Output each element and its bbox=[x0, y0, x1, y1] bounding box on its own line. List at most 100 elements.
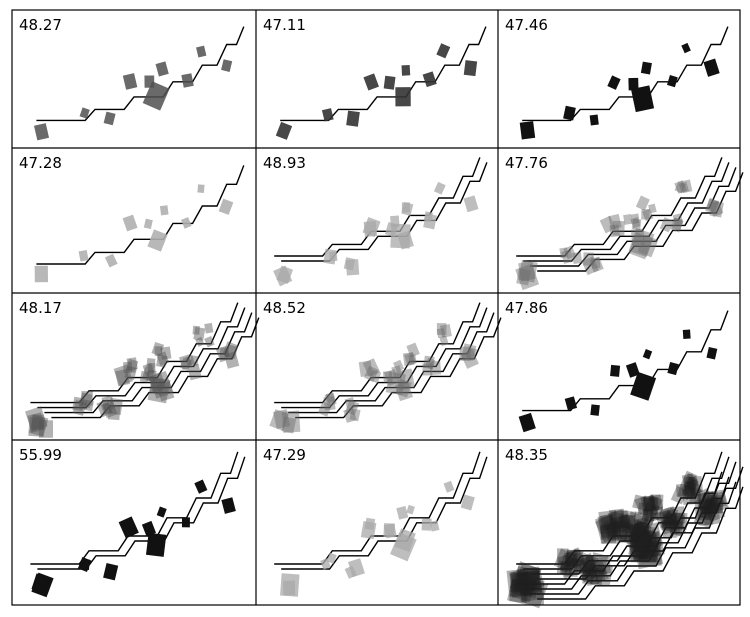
block-mark bbox=[682, 488, 696, 505]
panel-label: 47.76 bbox=[505, 154, 548, 172]
block-mark bbox=[348, 558, 365, 578]
block-mark bbox=[509, 561, 542, 597]
block-mark bbox=[204, 336, 215, 348]
block-mark bbox=[154, 346, 163, 356]
block-mark bbox=[579, 555, 598, 575]
block-mark bbox=[640, 538, 662, 563]
block-mark bbox=[642, 496, 656, 512]
block-mark bbox=[193, 326, 206, 341]
block-mark bbox=[561, 249, 574, 264]
block-mark bbox=[628, 531, 654, 560]
block-mark bbox=[630, 213, 640, 225]
block-mark bbox=[591, 564, 609, 584]
block-mark bbox=[576, 552, 599, 578]
block-mark bbox=[517, 566, 543, 597]
block-mark bbox=[139, 370, 150, 383]
staircase-path bbox=[37, 456, 246, 570]
block-mark bbox=[563, 105, 576, 121]
block-mark bbox=[703, 498, 726, 523]
staircase-path bbox=[280, 26, 487, 122]
block-mark bbox=[187, 363, 202, 381]
block-mark bbox=[599, 215, 616, 234]
block-mark bbox=[678, 181, 690, 194]
block-mark bbox=[643, 496, 657, 512]
block-mark bbox=[631, 520, 648, 538]
block-mark bbox=[369, 369, 382, 384]
block-mark bbox=[669, 519, 684, 536]
block-mark bbox=[609, 224, 621, 238]
block-mark bbox=[660, 506, 678, 526]
panel-label: 48.93 bbox=[263, 154, 306, 172]
block-mark bbox=[159, 205, 169, 216]
block-mark bbox=[189, 355, 199, 366]
block-mark bbox=[566, 558, 578, 571]
block-mark bbox=[145, 532, 167, 557]
block-mark bbox=[637, 502, 649, 516]
staircase-path bbox=[274, 451, 481, 565]
block-mark bbox=[192, 325, 200, 335]
staircase-path bbox=[36, 165, 245, 265]
block-mark bbox=[563, 550, 579, 569]
block-mark bbox=[396, 505, 409, 520]
panel-5: 48.93 bbox=[263, 154, 488, 287]
block-mark bbox=[670, 485, 688, 505]
block-mark bbox=[509, 570, 539, 603]
block-mark bbox=[609, 511, 624, 529]
block-mark bbox=[658, 509, 675, 528]
block-mark bbox=[681, 473, 696, 489]
block-mark bbox=[524, 567, 545, 591]
block-mark bbox=[628, 522, 647, 544]
block-mark bbox=[649, 494, 664, 511]
block-mark bbox=[385, 371, 406, 396]
block-mark bbox=[384, 368, 400, 387]
block-mark bbox=[642, 495, 656, 512]
block-mark bbox=[593, 563, 613, 587]
block-mark bbox=[600, 524, 617, 544]
block-mark bbox=[580, 566, 597, 585]
block-mark bbox=[697, 505, 714, 526]
block-mark bbox=[433, 181, 446, 195]
block-mark bbox=[597, 513, 619, 538]
block-mark bbox=[659, 518, 675, 535]
block-mark bbox=[324, 392, 337, 407]
block-mark bbox=[443, 480, 455, 493]
block-mark bbox=[79, 107, 90, 119]
block-mark bbox=[142, 81, 170, 111]
block-mark bbox=[662, 513, 678, 531]
block-mark bbox=[382, 370, 393, 383]
block-mark bbox=[630, 536, 655, 563]
panel-10: 55.99 bbox=[19, 446, 246, 598]
block-mark bbox=[524, 580, 545, 605]
block-mark bbox=[31, 572, 54, 598]
block-mark bbox=[146, 369, 157, 382]
staircase-path bbox=[516, 157, 723, 257]
block-mark bbox=[397, 230, 414, 250]
block-mark bbox=[329, 251, 338, 262]
block-mark bbox=[156, 354, 168, 368]
block-mark bbox=[518, 259, 538, 283]
block-mark bbox=[582, 569, 595, 585]
block-mark bbox=[635, 521, 650, 539]
block-mark bbox=[28, 414, 49, 437]
block-mark bbox=[325, 392, 336, 403]
block-mark bbox=[672, 521, 687, 537]
block-mark bbox=[599, 513, 616, 532]
block-mark bbox=[195, 336, 205, 347]
block-mark bbox=[148, 363, 156, 373]
block-mark bbox=[695, 491, 712, 510]
block-mark bbox=[362, 358, 381, 377]
block-mark bbox=[439, 335, 449, 347]
block-mark bbox=[589, 114, 599, 126]
block-mark bbox=[632, 526, 652, 550]
block-mark bbox=[72, 396, 85, 412]
staircase-path bbox=[281, 162, 488, 262]
block-mark bbox=[143, 218, 153, 230]
block-mark bbox=[156, 351, 170, 366]
block-mark bbox=[326, 552, 337, 564]
staircase-path bbox=[522, 310, 729, 412]
block-mark bbox=[581, 556, 599, 576]
block-mark bbox=[436, 328, 446, 338]
block-mark bbox=[572, 251, 583, 264]
block-mark bbox=[630, 85, 655, 113]
block-mark bbox=[700, 493, 723, 517]
